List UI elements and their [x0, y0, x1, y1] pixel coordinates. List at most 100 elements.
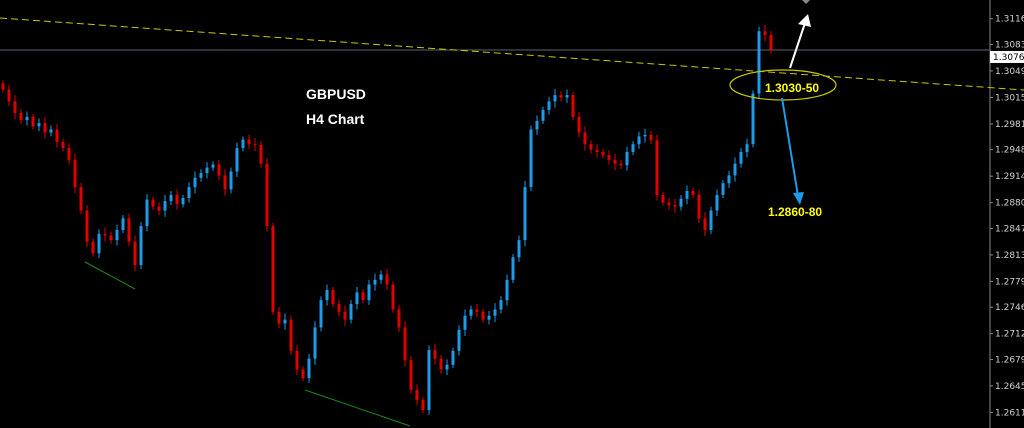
candle-body — [361, 292, 365, 301]
tick-label: 1.30490 — [995, 67, 1024, 77]
candle-body — [709, 210, 713, 230]
candle — [217, 159, 221, 181]
candle — [475, 304, 479, 318]
candle-body — [499, 300, 503, 310]
candle-body — [445, 364, 449, 370]
candle — [169, 191, 173, 206]
candle-body — [625, 152, 629, 166]
candle-body — [319, 300, 323, 328]
candle — [703, 212, 707, 237]
candle — [727, 170, 731, 188]
candle-body — [463, 315, 467, 330]
candle — [481, 308, 485, 323]
candle-body — [421, 399, 425, 411]
candle — [247, 134, 251, 149]
candle-body — [505, 279, 509, 301]
candle — [505, 274, 509, 306]
candle-body — [31, 116, 35, 127]
candle — [523, 180, 527, 247]
chart-subtitle: H4 Chart — [306, 111, 365, 127]
candle — [325, 284, 329, 306]
candle-body — [49, 129, 53, 133]
candle — [631, 141, 635, 156]
candle — [49, 125, 53, 137]
candle-body — [745, 144, 749, 153]
candle — [715, 189, 719, 216]
candle-body — [691, 191, 695, 195]
candle — [667, 198, 671, 210]
candle — [331, 286, 335, 308]
candle-body — [547, 101, 551, 110]
candle — [37, 118, 41, 131]
candle-body — [295, 350, 299, 370]
candle-body — [307, 358, 311, 379]
candle-body — [331, 290, 335, 305]
candle-body — [241, 139, 245, 149]
tick-label: 1.29480 — [995, 146, 1024, 156]
candle — [175, 189, 179, 210]
candle-body — [169, 194, 173, 202]
candle — [673, 198, 677, 213]
candle-body — [415, 389, 419, 400]
candle-body — [343, 311, 347, 320]
candle-body — [757, 31, 761, 94]
candle-body — [103, 233, 107, 236]
candle-body — [187, 187, 191, 199]
candle-body — [535, 120, 539, 130]
candle-body — [769, 35, 773, 50]
candle — [211, 161, 215, 171]
candle — [709, 206, 713, 234]
candle — [343, 305, 347, 326]
candle — [139, 222, 143, 269]
candle — [361, 289, 365, 304]
candle — [199, 169, 203, 182]
candle — [127, 213, 131, 247]
candle-body — [751, 93, 755, 145]
candle — [73, 153, 77, 194]
candle-body — [313, 327, 317, 359]
candle — [283, 313, 287, 330]
candle — [391, 281, 395, 313]
tick-label: 1.30830 — [995, 40, 1024, 50]
candle-body — [523, 187, 527, 241]
candle-body — [397, 309, 401, 328]
support-line-1 — [84, 261, 136, 290]
candle-body — [613, 159, 617, 164]
candle — [181, 194, 185, 208]
candle — [745, 138, 749, 158]
candle-body — [355, 292, 359, 305]
current-price-box — [990, 51, 1024, 63]
tick-label: 1.27790 — [995, 277, 1024, 287]
candle-body — [337, 304, 341, 312]
candle-body — [541, 109, 545, 121]
up-arrow-icon — [789, 14, 811, 69]
candle-body — [703, 218, 707, 230]
candle-body — [577, 116, 581, 133]
candle — [493, 303, 497, 322]
candle — [319, 296, 323, 332]
candle — [601, 148, 605, 159]
candle-body — [721, 183, 725, 195]
candle — [79, 183, 83, 215]
candle — [649, 130, 653, 145]
candle — [103, 227, 107, 242]
candle — [349, 300, 353, 324]
candle — [625, 146, 629, 171]
candle — [445, 359, 449, 375]
candle-body — [685, 191, 689, 199]
tick-label: 1.30150 — [995, 93, 1024, 103]
candle — [637, 131, 641, 149]
candle-body — [151, 199, 155, 207]
candle-body — [325, 290, 329, 301]
candle-body — [229, 171, 233, 190]
candle — [163, 194, 167, 217]
candle-body — [43, 123, 47, 133]
candle-body — [181, 198, 185, 205]
candle-body — [679, 198, 683, 207]
candle-body — [283, 319, 287, 324]
tick-label: 1.27120 — [995, 330, 1024, 340]
candle — [589, 140, 593, 154]
candle — [289, 315, 293, 355]
tick-label: 1.28800 — [995, 199, 1024, 209]
